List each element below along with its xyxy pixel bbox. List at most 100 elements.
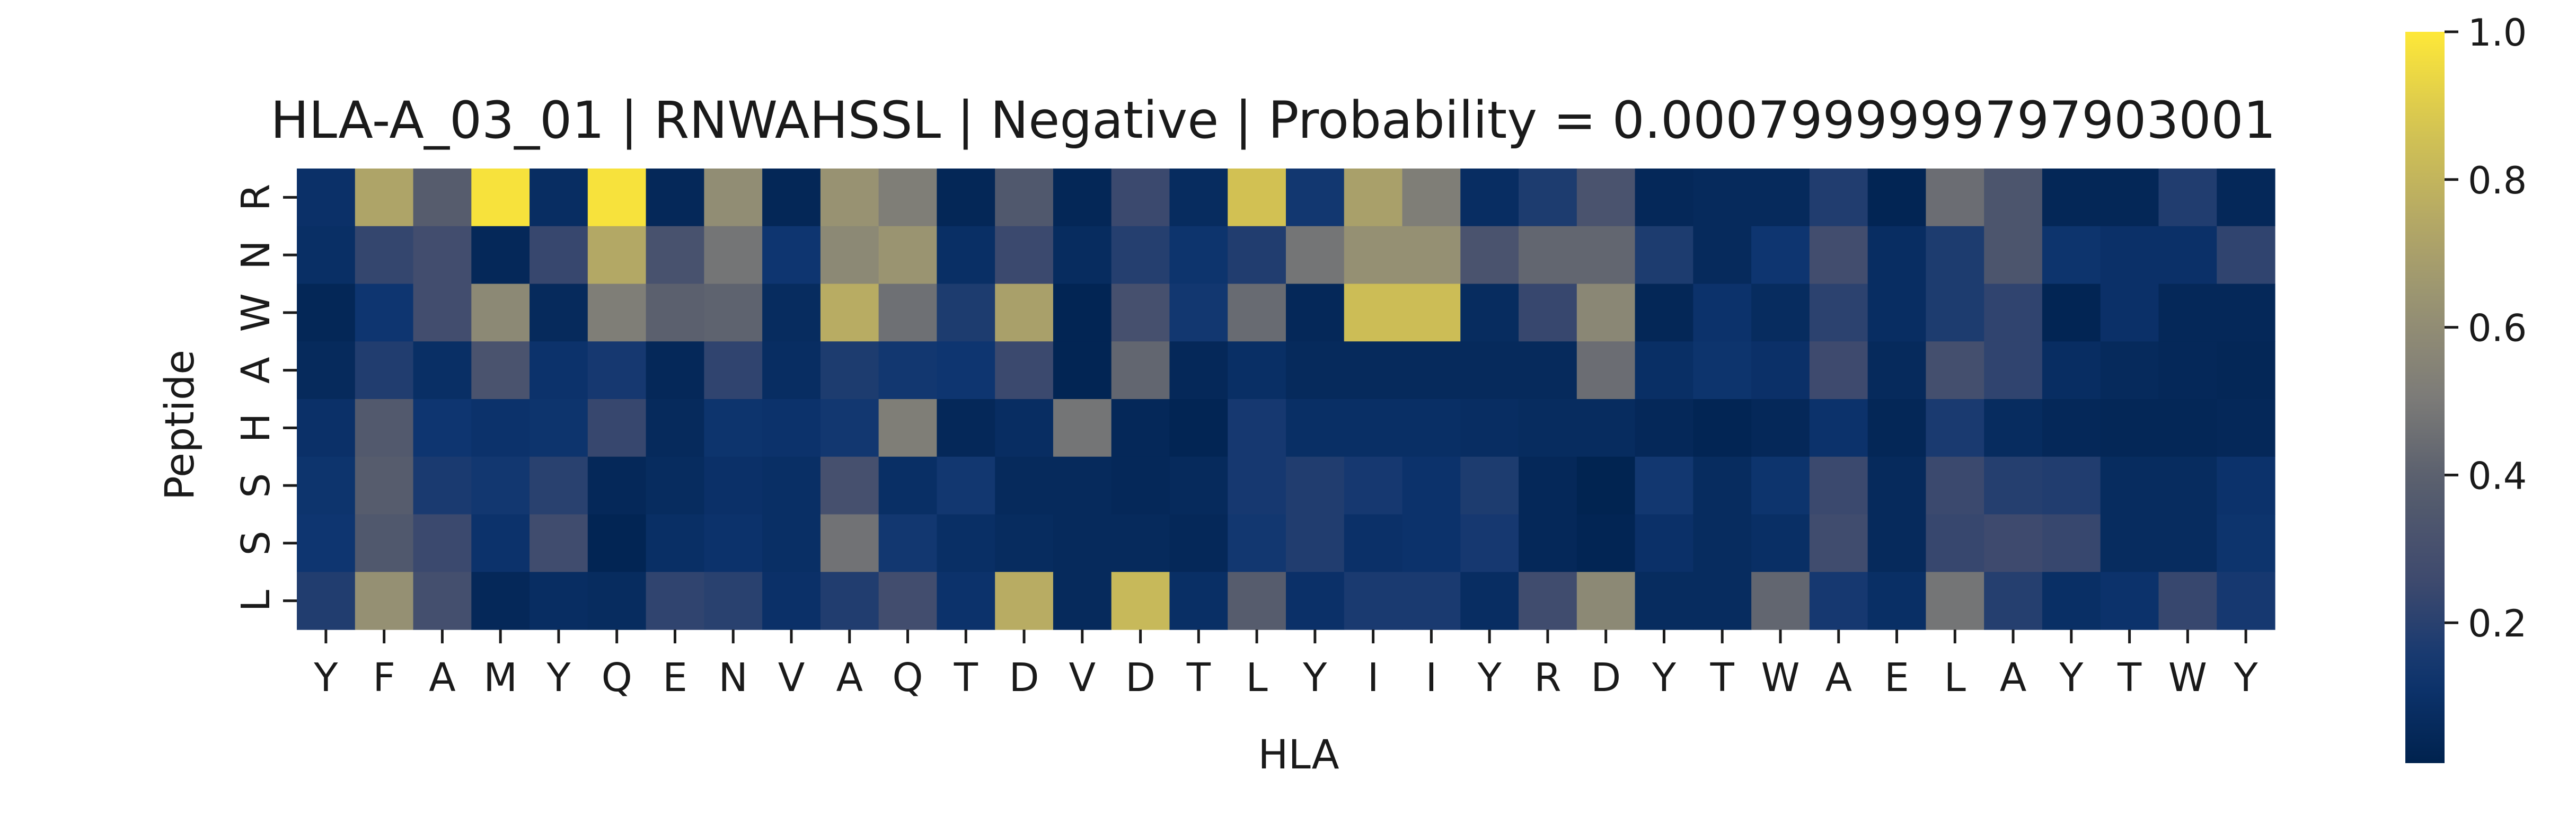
heatmap-cell bbox=[1809, 169, 1868, 227]
heatmap-cell bbox=[1111, 399, 1170, 457]
colorbar-tick-label: 0.4 bbox=[2468, 454, 2527, 498]
colorbar-tick-label: 0.8 bbox=[2468, 159, 2527, 202]
heatmap-cell bbox=[995, 456, 1054, 515]
heatmap-cell bbox=[297, 284, 356, 342]
heatmap-cell bbox=[1053, 399, 1112, 457]
heatmap-cell bbox=[1111, 572, 1170, 630]
heatmap-cell bbox=[2042, 169, 2101, 227]
x-axis-label: HLA bbox=[1258, 731, 1339, 778]
heatmap-cell bbox=[1402, 341, 1461, 400]
heatmap-cell bbox=[1693, 456, 1752, 515]
heatmap-cell bbox=[1519, 572, 1577, 630]
heatmap-cell bbox=[1460, 399, 1519, 457]
heatmap-cell bbox=[646, 456, 704, 515]
heatmap-cell bbox=[1228, 284, 1286, 342]
heatmap-cell bbox=[1460, 284, 1519, 342]
heatmap-cell bbox=[530, 169, 588, 227]
x-tick-label: W bbox=[2168, 655, 2207, 701]
heatmap-cell bbox=[530, 514, 588, 572]
heatmap-cell bbox=[646, 399, 704, 457]
heatmap-cell bbox=[762, 169, 821, 227]
x-tick-label: Q bbox=[602, 655, 632, 701]
heatmap-cell bbox=[1111, 456, 1170, 515]
heatmap-cell bbox=[1111, 169, 1170, 227]
heatmap-cell bbox=[1344, 226, 1403, 285]
heatmap-cell bbox=[1460, 169, 1519, 227]
heatmap-cell bbox=[2100, 226, 2159, 285]
heatmap-cell bbox=[646, 169, 704, 227]
heatmap-cell bbox=[355, 572, 414, 630]
heatmap-cell bbox=[878, 226, 938, 285]
heatmap-cell bbox=[1926, 572, 1984, 630]
heatmap-cell bbox=[2217, 341, 2275, 400]
y-tick-label: H bbox=[233, 413, 279, 443]
heatmap-cell bbox=[530, 226, 588, 285]
heatmap-cell bbox=[530, 341, 588, 400]
heatmap-cell bbox=[2042, 399, 2101, 457]
heatmap-cell bbox=[1984, 226, 2043, 285]
x-tick-label: W bbox=[1761, 655, 1799, 701]
heatmap-cell bbox=[1228, 399, 1286, 457]
heatmap-cell bbox=[937, 456, 995, 515]
heatmap-cell bbox=[2158, 399, 2217, 457]
x-tick-label: Y bbox=[2059, 655, 2084, 701]
chart-title: HLA-A_03_01 | RNWAHSSL | Negative | Prob… bbox=[270, 91, 2275, 151]
heatmap-cell bbox=[1809, 284, 1868, 342]
x-tick-label: Q bbox=[892, 655, 923, 701]
heatmap-cell bbox=[1228, 514, 1286, 572]
x-tick-label: A bbox=[1825, 655, 1852, 701]
heatmap-cell bbox=[1867, 399, 1927, 457]
heatmap-cell bbox=[471, 284, 530, 342]
heatmap-cell bbox=[2042, 284, 2101, 342]
heatmap-cell bbox=[2217, 169, 2275, 227]
heatmap-cell bbox=[2158, 284, 2217, 342]
heatmap-cell bbox=[1169, 399, 1228, 457]
heatmap-cell bbox=[1228, 341, 1286, 400]
x-tick-label: L bbox=[1944, 655, 1966, 701]
heatmap-cell bbox=[1867, 572, 1927, 630]
heatmap-cell bbox=[297, 572, 356, 630]
heatmap-cell bbox=[355, 284, 414, 342]
heatmap-cell bbox=[1402, 514, 1461, 572]
heatmap-cell bbox=[2042, 341, 2101, 400]
heatmap-cell bbox=[2100, 284, 2159, 342]
heatmap-cell bbox=[1344, 284, 1403, 342]
heatmap-cell bbox=[1111, 284, 1170, 342]
heatmap-cell bbox=[1286, 226, 1345, 285]
heatmap-cell bbox=[2100, 169, 2159, 227]
heatmap-cell bbox=[1576, 456, 1636, 515]
heatmap-cell bbox=[878, 456, 938, 515]
heatmap-cell bbox=[1519, 399, 1577, 457]
heatmap-cell bbox=[1228, 456, 1286, 515]
heatmap-cell bbox=[413, 399, 472, 457]
heatmap-cell bbox=[1809, 456, 1868, 515]
x-tick-label: Y bbox=[546, 655, 571, 701]
colorbar-tick-label: 0.6 bbox=[2468, 307, 2527, 350]
heatmap-cell bbox=[471, 399, 530, 457]
heatmap-cell bbox=[413, 572, 472, 630]
heatmap-cell bbox=[1519, 341, 1577, 400]
heatmap-cell bbox=[937, 341, 995, 400]
heatmap-cell bbox=[2158, 572, 2217, 630]
heatmap-cell bbox=[1576, 284, 1636, 342]
heatmap-cell bbox=[1751, 514, 1810, 572]
heatmap-cell bbox=[1576, 514, 1636, 572]
heatmap-cell bbox=[587, 572, 647, 630]
y-tick-label: W bbox=[233, 293, 279, 332]
heatmap-cell bbox=[878, 169, 938, 227]
heatmap-cell bbox=[471, 572, 530, 630]
heatmap-cell bbox=[1519, 169, 1577, 227]
heatmap-cell bbox=[1635, 169, 1693, 227]
heatmap-cell bbox=[1984, 514, 2043, 572]
heatmap-cells bbox=[297, 169, 2275, 630]
heatmap-cell bbox=[413, 284, 472, 342]
heatmap-cell bbox=[587, 514, 647, 572]
heatmap-cell bbox=[1286, 572, 1345, 630]
heatmap-cell bbox=[2100, 341, 2159, 400]
heatmap-cell bbox=[297, 169, 356, 227]
heatmap-cell bbox=[762, 341, 821, 400]
y-axis: R NWA H S S L bbox=[233, 184, 297, 612]
heatmap-cell bbox=[1751, 284, 1810, 342]
heatmap-cell bbox=[1519, 284, 1577, 342]
heatmap-cell bbox=[2158, 169, 2217, 227]
